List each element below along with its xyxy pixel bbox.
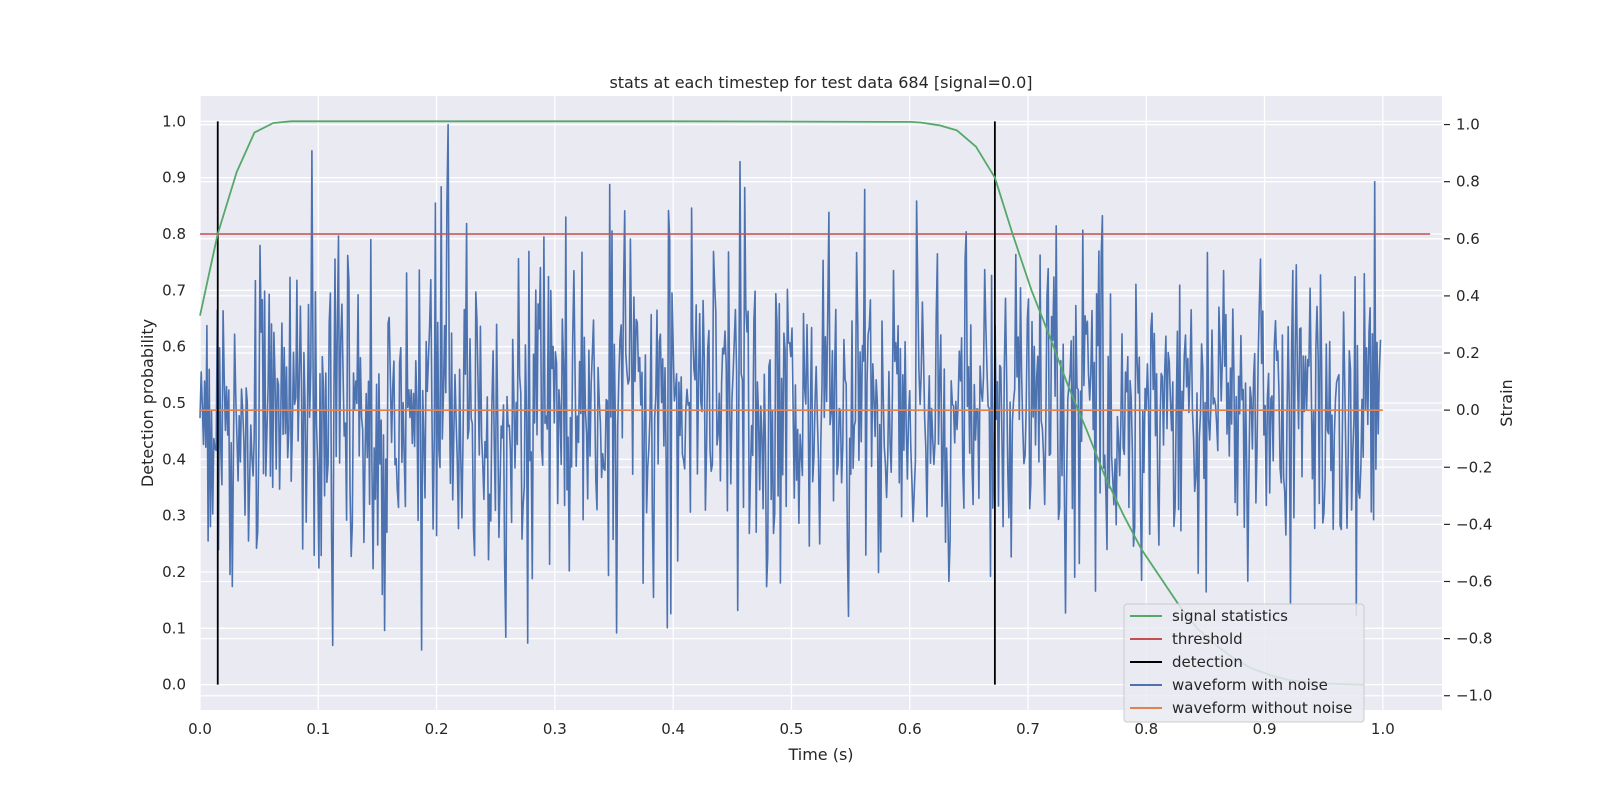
y-right-tick-label: 0.2	[1456, 344, 1480, 362]
legend-label-detection: detection	[1172, 653, 1243, 671]
x-tick-label: 0.8	[1134, 720, 1158, 738]
x-tick-label: 0.0	[188, 720, 212, 738]
x-tick-label: 0.3	[543, 720, 567, 738]
y-right-tick-label: −0.4	[1456, 515, 1492, 533]
y-right-tick-label: −0.2	[1456, 458, 1492, 476]
x-tick-label: 0.1	[306, 720, 330, 738]
y-right-tick-label: 0.6	[1456, 230, 1480, 248]
y-left-tick-label: 0.7	[162, 281, 186, 299]
legend-label-signal: signal statistics	[1172, 607, 1288, 625]
legend-label-threshold: threshold	[1172, 630, 1243, 648]
y-right-tick-label: 0.4	[1456, 287, 1480, 305]
y-left-tick-label: 0.0	[162, 676, 186, 694]
x-tick-label: 0.7	[1016, 720, 1040, 738]
y-left-tick-label: 0.4	[162, 450, 186, 468]
legend-label-clean: waveform without noise	[1172, 699, 1352, 717]
x-tick-label: 1.0	[1371, 720, 1395, 738]
y-left-tick-label: 0.3	[162, 507, 186, 525]
y-left-tick-label: 0.5	[162, 394, 186, 412]
y-right-tick-label: −0.8	[1456, 630, 1492, 648]
y-right-tick-label: −1.0	[1456, 687, 1492, 705]
series-waveform-with-noise	[199, 123, 1382, 651]
y-left-tick-label: 0.1	[162, 619, 186, 637]
tick-labels: 0.0 0.1 0.2 0.3 0.4 0.5 0.6 0.7 0.8 0.9 1.0 0.0 0.1 0…	[162, 112, 1492, 738]
series-layer	[199, 120, 1431, 686]
y-left-tick-label: 0.9	[162, 169, 186, 187]
x-tick-label: 0.5	[779, 720, 803, 738]
y-left-tick-label: 0.8	[162, 225, 186, 243]
y-right-tick-label: 0.8	[1456, 173, 1480, 191]
y-left-tick-label: 0.6	[162, 338, 186, 356]
x-tick-label: 0.9	[1253, 720, 1277, 738]
y-axis-label-left: Detection probability	[138, 319, 157, 487]
y-right-tick-label: 1.0	[1456, 116, 1480, 134]
y-left-tick-label: 1.0	[162, 112, 186, 130]
chart-title: stats at each timestep for test data 684…	[609, 73, 1032, 92]
y-right-tick-label: −0.6	[1456, 572, 1492, 590]
x-tick-label: 0.2	[425, 720, 449, 738]
x-tick-label: 0.6	[898, 720, 922, 738]
y-axis-label-right: Strain	[1497, 379, 1516, 426]
y-right-tick-label: 0.0	[1456, 401, 1480, 419]
y-left-tick-label: 0.2	[162, 563, 186, 581]
legend-frame	[1123, 603, 1365, 723]
legend-label-noisy: waveform with noise	[1172, 676, 1328, 694]
x-tick-label: 0.4	[661, 720, 685, 738]
x-axis-label: Time (s)	[787, 745, 853, 764]
legend: signal statistics threshold detection wa…	[1123, 603, 1365, 723]
